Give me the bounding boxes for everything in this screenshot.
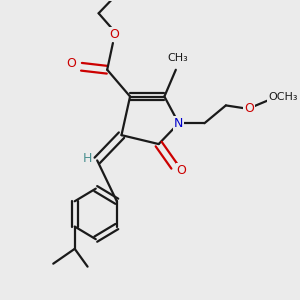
Text: O: O	[67, 57, 76, 70]
Text: OCH₃: OCH₃	[268, 92, 298, 101]
Text: CH₃: CH₃	[167, 53, 188, 63]
Text: N: N	[174, 117, 183, 130]
Text: O: O	[244, 102, 254, 115]
Text: O: O	[177, 164, 187, 177]
Text: H: H	[82, 152, 92, 165]
Text: O: O	[110, 28, 119, 41]
